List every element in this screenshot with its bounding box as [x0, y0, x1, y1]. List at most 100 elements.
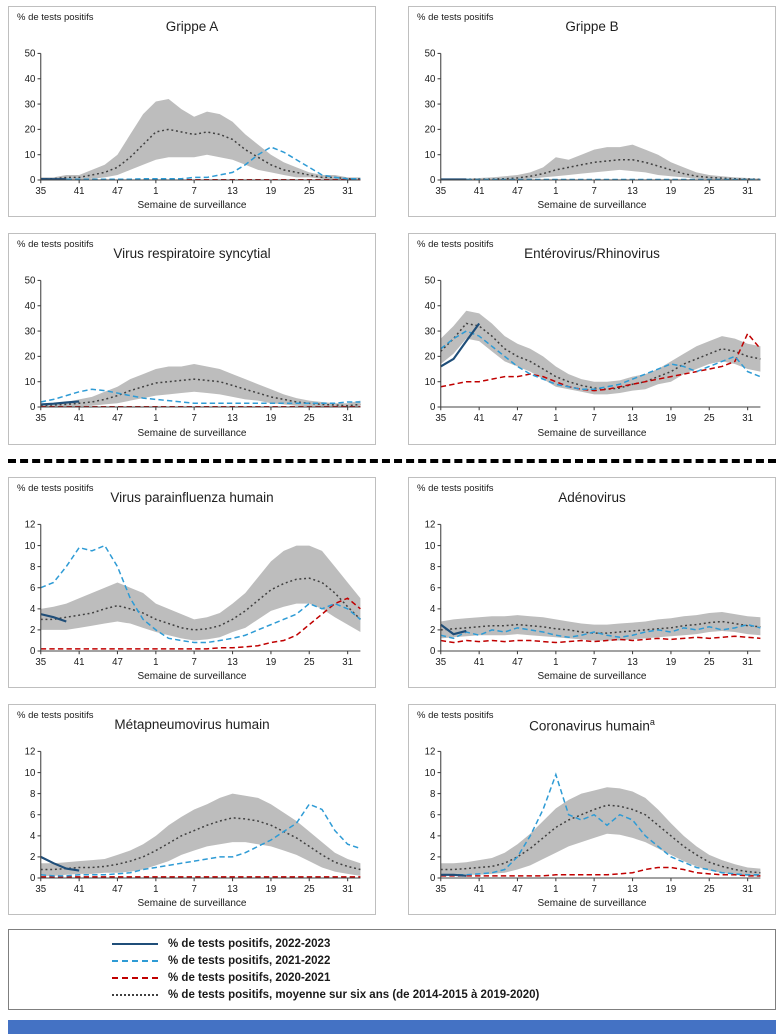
svg-text:19: 19	[666, 884, 677, 895]
legend-label: % de tests positifs, 2021-2022	[168, 955, 330, 967]
range-band	[41, 364, 361, 407]
svg-text:31: 31	[342, 657, 353, 668]
svg-text:30: 30	[25, 99, 36, 110]
chart-header: % de tests positifs Grippe A	[15, 11, 369, 47]
x-axis-label: Semaine de surveillance	[415, 199, 769, 214]
y-axis-label: % de tests positifs	[417, 240, 503, 251]
svg-text:4: 4	[30, 831, 36, 842]
x-axis-label: Semaine de surveillance	[415, 670, 769, 685]
svg-text:13: 13	[227, 884, 238, 895]
svg-text:0: 0	[30, 403, 35, 414]
svg-text:6: 6	[30, 810, 35, 821]
svg-text:13: 13	[227, 186, 238, 197]
svg-text:10: 10	[425, 768, 436, 779]
svg-text:8: 8	[30, 561, 35, 572]
svg-text:50: 50	[425, 49, 436, 60]
svg-text:31: 31	[342, 413, 353, 424]
svg-text:41: 41	[74, 884, 85, 895]
x-axis-label: Semaine de surveillance	[15, 670, 369, 685]
svg-text:40: 40	[425, 74, 436, 85]
bottom-accent-bar	[8, 1020, 776, 1034]
svg-text:41: 41	[74, 413, 85, 424]
svg-text:19: 19	[266, 657, 277, 668]
legend-line-dotted	[112, 994, 158, 996]
y-axis-label: % de tests positifs	[417, 484, 503, 495]
svg-text:0: 0	[430, 403, 435, 414]
svg-text:20: 20	[25, 352, 36, 363]
svg-text:19: 19	[266, 186, 277, 197]
x-axis-label: Semaine de surveillance	[15, 199, 369, 214]
svg-text:35: 35	[435, 884, 446, 895]
y-axis-label: % de tests positifs	[17, 240, 103, 251]
svg-text:19: 19	[666, 186, 677, 197]
svg-text:47: 47	[112, 413, 123, 424]
x-axis-label: Semaine de surveillance	[15, 427, 369, 442]
svg-text:20: 20	[425, 125, 436, 136]
chart-header: % de tests positifs Virus respiratoire s…	[15, 238, 369, 274]
svg-text:13: 13	[627, 413, 638, 424]
svg-text:31: 31	[342, 884, 353, 895]
legend-item-2020-2021: % de tests positifs, 2020-2021	[112, 972, 672, 984]
svg-text:10: 10	[425, 377, 436, 388]
svg-text:25: 25	[704, 186, 715, 197]
svg-text:10: 10	[425, 150, 436, 161]
legend-item-mean: % de tests positifs, moyenne sur six ans…	[112, 989, 672, 1001]
chart-header: % de tests positifs Métapneumovirus huma…	[15, 709, 369, 745]
range-band	[41, 99, 361, 180]
chart-panel-coronavirus: % de tests positifs Coronavirus humaina …	[408, 704, 776, 915]
svg-text:0: 0	[30, 175, 35, 186]
svg-text:1: 1	[553, 413, 558, 424]
svg-text:4: 4	[430, 604, 436, 615]
svg-text:31: 31	[742, 186, 753, 197]
legend-item-2022-2023: % de tests positifs, 2022-2023	[112, 938, 672, 950]
svg-text:25: 25	[704, 413, 715, 424]
svg-text:12: 12	[425, 519, 436, 530]
svg-text:7: 7	[191, 884, 196, 895]
svg-text:19: 19	[666, 657, 677, 668]
legend-line-dashed-red	[112, 977, 158, 979]
svg-text:41: 41	[74, 657, 85, 668]
chart-panel-vrs: % de tests positifs Virus respiratoire s…	[8, 233, 376, 444]
svg-text:13: 13	[627, 884, 638, 895]
range-band	[441, 787, 761, 877]
chart-title-text: Coronavirus humain	[529, 718, 650, 733]
svg-text:6: 6	[30, 583, 35, 594]
svg-text:13: 13	[227, 657, 238, 668]
svg-text:0: 0	[430, 873, 435, 884]
svg-text:8: 8	[30, 789, 35, 800]
svg-text:35: 35	[35, 657, 46, 668]
svg-text:13: 13	[627, 186, 638, 197]
svg-text:1: 1	[153, 186, 158, 197]
svg-text:31: 31	[742, 657, 753, 668]
svg-text:50: 50	[25, 49, 36, 60]
chart-header: % de tests positifs Virus parainfluenza …	[15, 482, 369, 518]
svg-text:1: 1	[553, 186, 558, 197]
svg-text:0: 0	[30, 646, 35, 657]
svg-text:35: 35	[35, 186, 46, 197]
svg-text:7: 7	[591, 884, 596, 895]
svg-text:41: 41	[474, 186, 485, 197]
svg-text:19: 19	[266, 884, 277, 895]
svg-text:25: 25	[704, 884, 715, 895]
svg-text:31: 31	[742, 413, 753, 424]
range-band	[41, 545, 361, 640]
svg-text:47: 47	[112, 657, 123, 668]
y-axis-label: % de tests positifs	[17, 484, 103, 495]
svg-text:8: 8	[430, 789, 435, 800]
svg-text:4: 4	[30, 604, 36, 615]
svg-text:2: 2	[430, 625, 435, 636]
legend-box: % de tests positifs, 2022-2023 % de test…	[8, 929, 776, 1010]
svg-text:31: 31	[342, 186, 353, 197]
svg-text:1: 1	[553, 884, 558, 895]
svg-text:40: 40	[25, 301, 36, 312]
